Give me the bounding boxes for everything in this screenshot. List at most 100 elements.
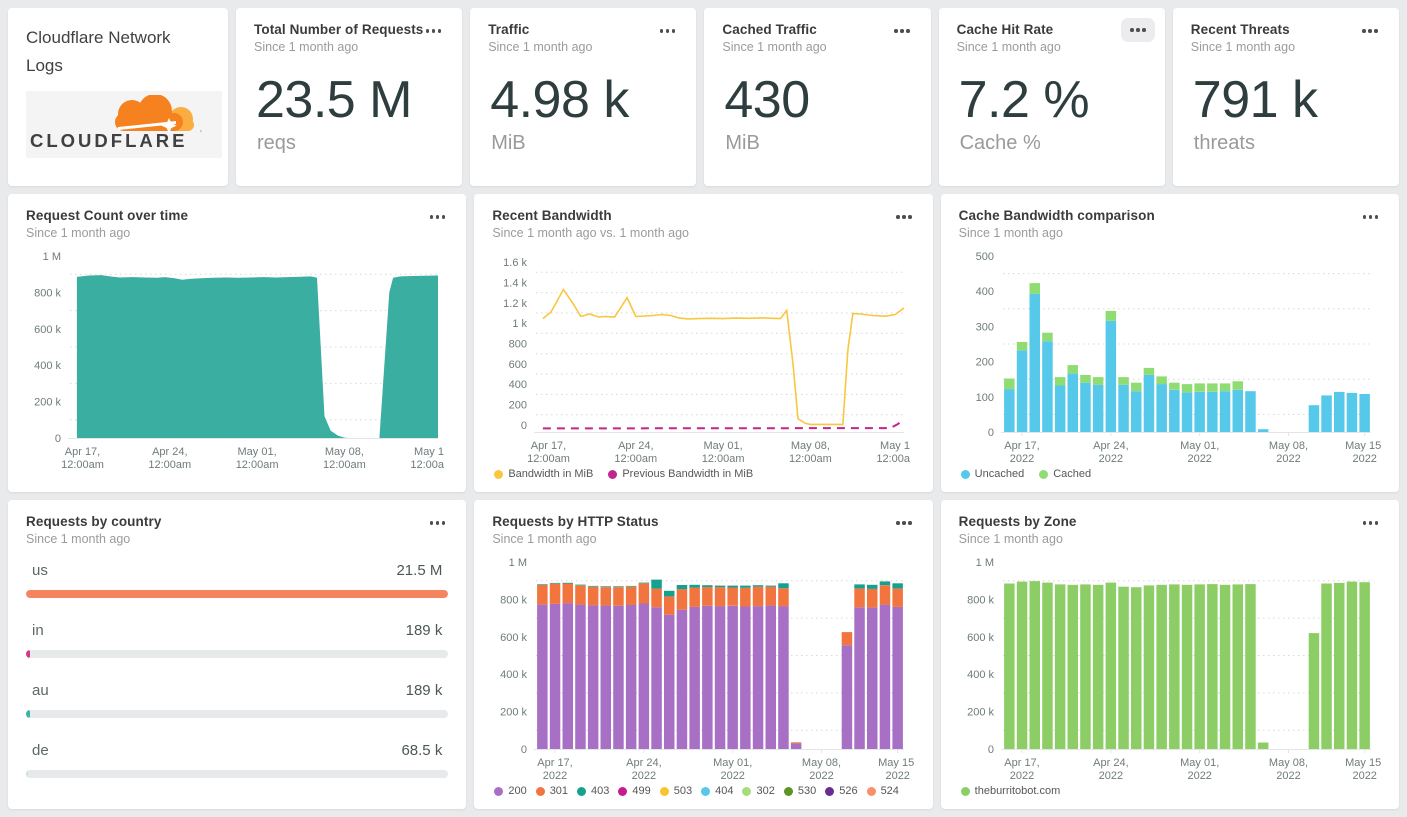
legend-dot-icon: [659, 786, 669, 796]
legend-dot-icon: [783, 786, 793, 796]
svg-text:2022: 2022: [1352, 453, 1376, 465]
panel-title: Requests by HTTP Status: [492, 514, 659, 529]
panel-subtitle: Since 1 month ago: [722, 40, 827, 54]
panel-menu-button[interactable]: [891, 210, 917, 224]
stat-panel-total-requests: Total Number of Requests Since 1 month a…: [236, 8, 463, 186]
svg-text:0: 0: [521, 420, 527, 432]
metric-value: 430: [724, 71, 810, 129]
panel-menu-button[interactable]: [425, 516, 451, 530]
svg-text:Apr 17,: Apr 17,: [538, 757, 573, 769]
cache-bandwidth-chart[interactable]: 0 100 200 300 400 500 Apr 17, 2022 Apr 24, 2022 Ma…: [959, 244, 1381, 465]
legend-item[interactable]: Cached: [1039, 468, 1091, 480]
country-bar-track: [26, 650, 449, 658]
svg-text:400: 400: [509, 379, 527, 391]
svg-text:May 01,: May 01,: [1180, 440, 1219, 452]
svg-text:May 15,: May 15,: [1345, 757, 1381, 769]
country-value: 68.5 k: [401, 742, 443, 759]
country-value: 189 k: [405, 622, 443, 639]
svg-text:May 1: May 1: [414, 446, 444, 458]
panel-menu-button[interactable]: [655, 24, 681, 38]
metric-value: 4.98 k: [490, 71, 629, 129]
panel-menu-button[interactable]: [891, 516, 917, 530]
svg-text:1 M: 1 M: [43, 251, 61, 263]
metric-value: 791 k: [1192, 71, 1318, 129]
svg-text:2022: 2022: [1009, 770, 1033, 782]
panel-menu-button[interactable]: [1121, 18, 1155, 42]
svg-text:2022: 2022: [886, 770, 910, 782]
recent-bandwidth-chart[interactable]: 0 200 400 600 800 1 k 1.2 k 1.4 k 1.6 k Apr 17, 12…: [492, 244, 914, 465]
ellipsis-icon: [896, 215, 912, 219]
svg-text:2022: 2022: [810, 770, 834, 782]
country-label: au: [32, 682, 49, 699]
panel-menu-button[interactable]: [1358, 516, 1384, 530]
svg-text:2022: 2022: [1098, 770, 1122, 782]
legend-item[interactable]: 503: [659, 785, 692, 797]
svg-text:1 M: 1 M: [975, 557, 993, 569]
ellipsis-icon: [429, 215, 446, 219]
requests-by-http-status-panel: Requests by HTTP Status Since 1 month ag…: [474, 500, 933, 809]
svg-text:600 k: 600 k: [34, 324, 61, 336]
legend-item[interactable]: Uncached: [960, 468, 1024, 480]
panel-subtitle: Since 1 month ago: [254, 40, 359, 54]
ellipsis-icon: [1362, 29, 1378, 33]
legend-item[interactable]: 524: [866, 785, 899, 797]
legend-dot-icon: [1039, 469, 1049, 479]
legend-item[interactable]: Bandwidth in MiB: [494, 468, 593, 480]
svg-text:12:00am: 12:00am: [61, 459, 104, 471]
svg-text:May 01,: May 01,: [704, 440, 743, 452]
svg-text:600: 600: [509, 359, 527, 371]
svg-text:800 k: 800 k: [500, 594, 527, 606]
panel-title: Recent Threats: [1190, 22, 1290, 37]
svg-text:200 k: 200 k: [500, 707, 527, 719]
svg-text:1.2 k: 1.2 k: [503, 298, 527, 310]
panel-menu-button[interactable]: [425, 210, 451, 224]
svg-text:0: 0: [55, 433, 61, 445]
svg-text:12:00am: 12:00am: [615, 453, 658, 465]
legend-item[interactable]: 200: [494, 785, 527, 797]
request-count-panel: Request Count over time Since 1 month ag…: [8, 194, 467, 492]
legend-item[interactable]: 403: [577, 785, 609, 797]
svg-text:1.4 k: 1.4 k: [503, 278, 527, 290]
country-bar-fill: [26, 710, 30, 718]
legend-dot-icon: [494, 786, 504, 796]
legend-dot-icon: [866, 786, 876, 796]
panel-title: Cached Traffic: [722, 22, 817, 37]
svg-text:': ': [200, 129, 202, 140]
country-label: de: [32, 742, 49, 759]
brand-panel: Cloudflare Network Logs CLOUDFLARE ': [8, 8, 228, 186]
svg-text:May 01,: May 01,: [238, 446, 277, 458]
metric-unit: threats: [1193, 132, 1255, 154]
panel-title: Cache Bandwidth comparison: [958, 208, 1155, 223]
cloud-icon: [115, 94, 194, 134]
legend-item[interactable]: 526: [825, 785, 858, 797]
legend-item[interactable]: 301: [535, 785, 568, 797]
panel-title: Recent Bandwidth: [492, 208, 612, 223]
legend-item[interactable]: Previous Bandwidth in MiB: [608, 468, 753, 480]
panel-menu-button[interactable]: [1358, 210, 1384, 224]
legend-item[interactable]: 404: [701, 785, 733, 797]
legend-item[interactable]: 499: [618, 785, 651, 797]
panel-subtitle: Since 1 month ago: [488, 40, 593, 54]
svg-text:2022: 2022: [1352, 770, 1376, 782]
legend-item[interactable]: 530: [783, 785, 816, 797]
panel-menu-button[interactable]: [889, 24, 915, 38]
legend-item[interactable]: theburritobot.com: [960, 785, 1060, 797]
svg-text:12:00am: 12:00am: [148, 459, 191, 471]
cache-bandwidth-panel: Cache Bandwidth comparison Since 1 month…: [940, 194, 1399, 492]
legend-item[interactable]: 302: [742, 785, 775, 797]
panel-subtitle: Since 1 month ago: [492, 532, 597, 546]
metric-unit: MiB: [725, 132, 760, 154]
panel-menu-button[interactable]: [1357, 24, 1383, 38]
svg-text:300: 300: [975, 321, 993, 333]
svg-text:1.6 k: 1.6 k: [503, 257, 527, 269]
ellipsis-icon: [894, 29, 910, 33]
svg-text:2022: 2022: [543, 770, 567, 782]
legend-dot-icon: [618, 786, 628, 796]
svg-text:2022: 2022: [1098, 453, 1122, 465]
panel-title: Cache Hit Rate: [956, 22, 1054, 37]
panel-title: Request Count over time: [26, 208, 189, 223]
panel-menu-button[interactable]: [421, 24, 447, 38]
